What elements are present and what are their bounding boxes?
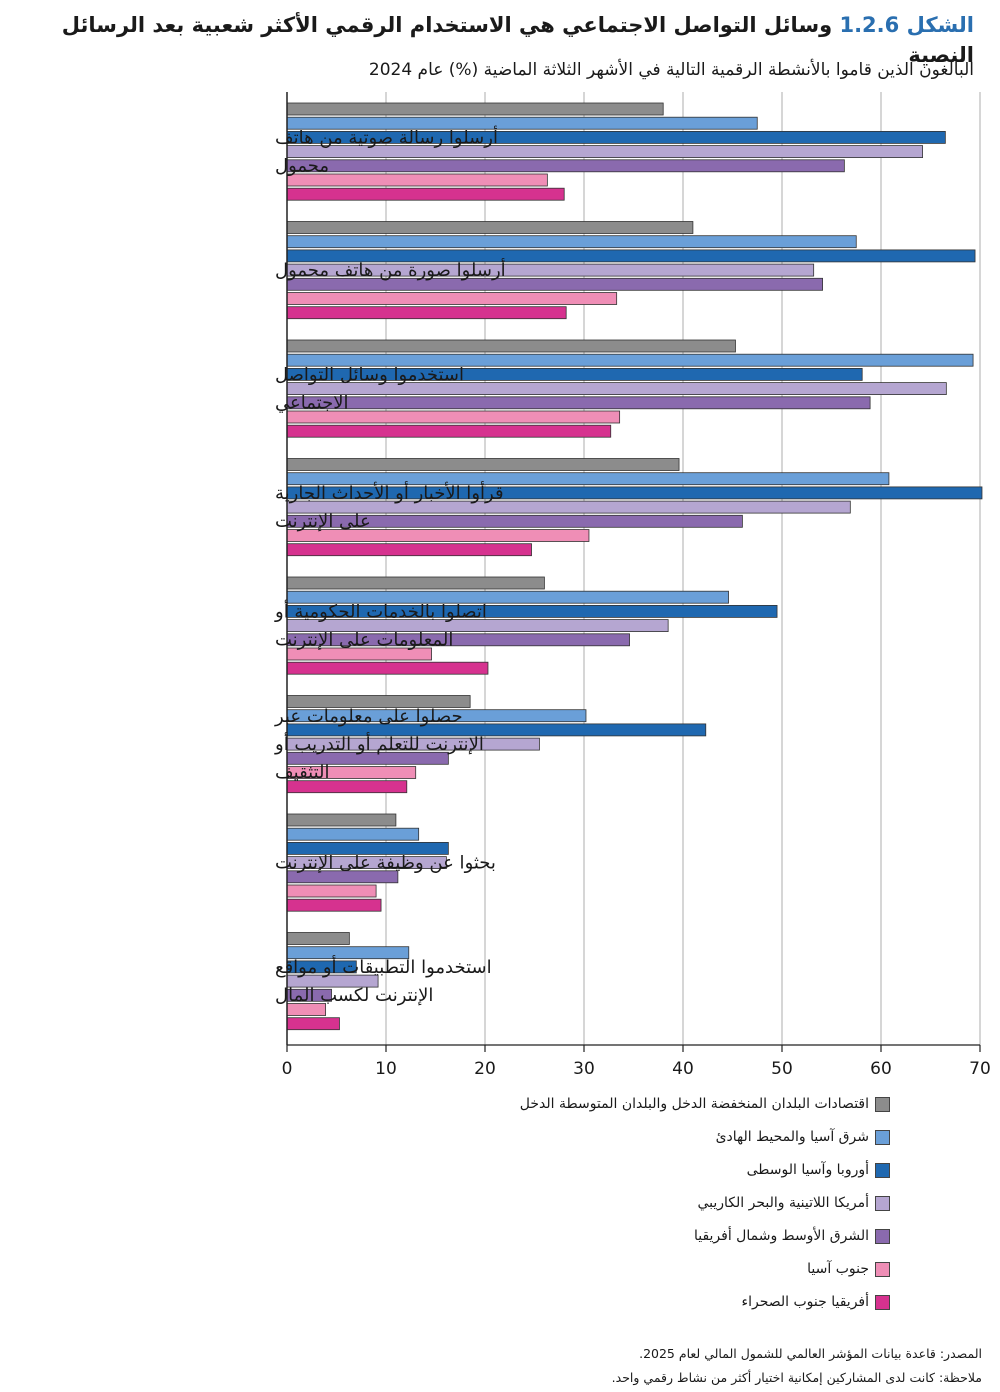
x-tick-label: 40	[672, 1059, 694, 1079]
figure-number: الشكل 1.2.6	[839, 13, 974, 37]
legend-label: أفريقيا جنوب الصحراء	[741, 1294, 870, 1310]
bar	[286, 932, 350, 945]
bar	[286, 1017, 340, 1031]
bar-chart: 0 10 20 30 40 50 60 70 أرسلوا رسالة صوتية من ها…	[274, 92, 991, 1079]
bar	[286, 661, 489, 675]
category-label-line: الاجتماعي	[275, 393, 348, 414]
x-axis: 0 10 20 30 40 50 60 70	[282, 92, 991, 1079]
legend-swatch	[875, 1096, 890, 1112]
bar	[286, 292, 618, 305]
chart-title: الشكل 1.2.6 وسائل التواصل الاجتماعي هي ا…	[14, 10, 974, 70]
category-label-line: الإنترنت للتعلم أو التدريب أو	[274, 732, 484, 755]
chart-subtitle: البالغون الذين قاموا بالأنشطة الرقمية ال…	[368, 60, 974, 80]
category-label: بحثوا عن وظيفة على الإنترنت	[275, 853, 496, 874]
chart-title-text: وسائل التواصل الاجتماعي هي الاستخدام الر…	[61, 13, 974, 67]
legend-swatch	[875, 1294, 890, 1310]
category-label-line: بحثوا عن وظيفة على الإنترنت	[275, 853, 496, 874]
legend-swatch	[875, 1195, 890, 1211]
category-label-line: محمول	[275, 156, 329, 177]
legend: اقتصادات البلدان المنخفضة الدخل والبلدان…	[190, 1093, 890, 1324]
category-label-line: استخدموا وسائل التواصل	[275, 365, 464, 386]
bar	[286, 898, 382, 912]
category-label-line: على الإنترنت	[275, 511, 371, 532]
bar	[286, 543, 532, 557]
category-label-line: استخدموا التطبيقات أو مواقع	[275, 955, 492, 978]
grid-lines	[385, 92, 981, 1045]
legend-item: جنوب آسيا	[190, 1258, 890, 1280]
bar	[286, 187, 565, 201]
category-label: أرسلوا صورة من هاتف محمول	[275, 258, 506, 281]
bar	[286, 396, 871, 410]
bar	[286, 306, 567, 320]
bar	[286, 813, 397, 827]
category-label: استخدموا وسائل التواصل الاجتماعي	[275, 365, 464, 414]
bar	[286, 102, 664, 116]
bar	[286, 424, 612, 438]
bar	[286, 827, 420, 841]
legend-item: أمريكا اللاتينية والبحر الكاريبي	[190, 1192, 890, 1214]
legend-item: الشرق الأوسط وشمال أفريقيا	[190, 1225, 890, 1247]
legend-swatch	[875, 1228, 890, 1244]
category-label: قرأوا الأخبار أو الأحداث الجارية على الإن…	[275, 481, 504, 532]
legend-item: شرق آسيا والمحيط الهادئ	[190, 1126, 890, 1148]
category-label-line: أرسلوا صورة من هاتف محمول	[275, 258, 506, 281]
category-label-line: الإنترنت لكسب المال	[275, 985, 433, 1006]
source-note: المصدر: قاعدة بيانات المؤشر العالمي للشم…	[639, 1346, 982, 1361]
note: ملاحظة: كانت لدى المشاركين إمكانية اختيا…	[611, 1370, 982, 1385]
bars	[286, 102, 983, 1031]
legend-swatch	[875, 1162, 890, 1178]
legend-item: اقتصادات البلدان المنخفضة الدخل والبلدان…	[190, 1093, 890, 1115]
bar	[286, 339, 736, 353]
x-tick-label: 60	[870, 1059, 892, 1079]
category-labels: أرسلوا رسالة صوتية من هاتف محمول أرسلوا صو…	[274, 126, 506, 1006]
x-tick-label: 10	[375, 1059, 397, 1079]
category-label-line: التثقيف	[275, 762, 330, 783]
x-tick-label: 50	[771, 1059, 793, 1079]
legend-label: أوروبا وآسيا الوسطى	[746, 1162, 869, 1178]
x-tick-label: 70	[969, 1059, 991, 1079]
category-label-line: أرسلوا رسالة صوتية من هاتف	[275, 126, 498, 149]
category-label-line: اتصلوا بالخدمات الحكومية أو	[274, 600, 487, 623]
legend-label: الشرق الأوسط وشمال أفريقيا	[693, 1228, 869, 1244]
bar	[286, 458, 680, 471]
x-tick-label: 20	[474, 1059, 496, 1079]
category-label-line: المعلومات على الإنترنت	[275, 630, 453, 651]
bar	[286, 221, 694, 234]
legend-swatch	[875, 1129, 890, 1145]
category-label: اتصلوا بالخدمات الحكومية أو المعلومات على…	[274, 600, 487, 651]
bar	[286, 884, 377, 898]
bar	[286, 576, 545, 590]
bar	[286, 235, 857, 249]
category-label: أرسلوا رسالة صوتية من هاتف محمول	[275, 126, 498, 177]
x-tick-label: 30	[573, 1059, 595, 1079]
category-label: استخدموا التطبيقات أو مواقع الإنترنت لكسب…	[275, 955, 492, 1006]
category-label-line: قرأوا الأخبار أو الأحداث الجارية	[275, 481, 504, 504]
legend-item: أفريقيا جنوب الصحراء	[190, 1291, 890, 1313]
category-label-line: حصلوا على معلومات عبر	[274, 706, 463, 727]
category-label: حصلوا على معلومات عبر الإنترنت للتعلم أو …	[274, 706, 484, 783]
bar	[286, 159, 845, 173]
legend-label: اقتصادات البلدان المنخفضة الدخل والبلدان…	[519, 1096, 869, 1112]
legend-swatch	[875, 1261, 890, 1277]
legend-item: أوروبا وآسيا الوسطى	[190, 1159, 890, 1181]
legend-label: شرق آسيا والمحيط الهادئ	[715, 1129, 869, 1145]
legend-label: جنوب آسيا	[807, 1261, 869, 1277]
legend-label: أمريكا اللاتينية والبحر الكاريبي	[697, 1195, 869, 1211]
x-tick-label: 0	[282, 1059, 293, 1079]
footer: المصدر: قاعدة بيانات المؤشر العالمي للشم…	[22, 1342, 982, 1390]
